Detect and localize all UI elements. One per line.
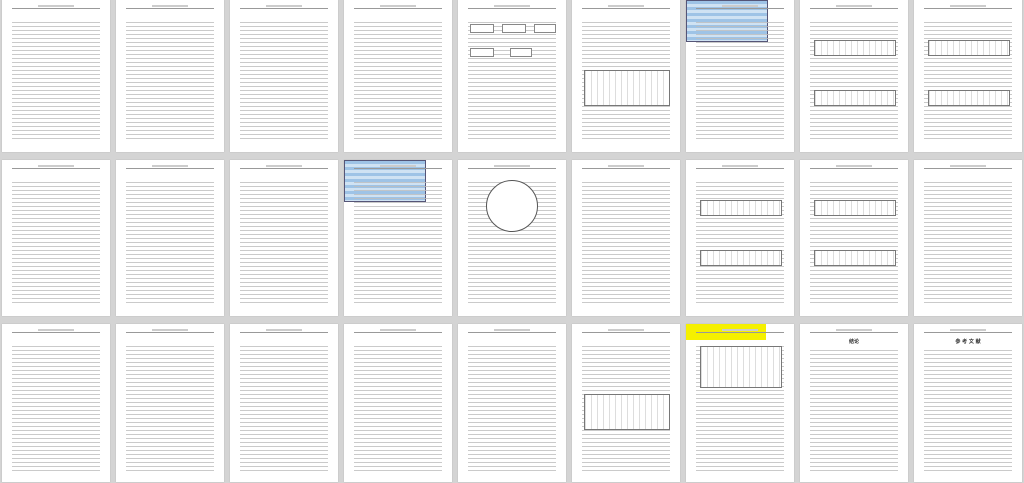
page-header-rule <box>468 329 556 333</box>
page-text-lines <box>126 346 214 472</box>
page-thumbnail[interactable] <box>800 0 908 152</box>
page-thumbnail[interactable] <box>686 324 794 482</box>
page-text-lines <box>354 182 442 306</box>
page-header-rule <box>924 5 1012 9</box>
diagram-figure <box>814 90 896 106</box>
page-header-rule <box>582 165 670 169</box>
flow-box <box>470 24 494 33</box>
page-text-lines <box>354 22 442 142</box>
page-thumbnail[interactable] <box>914 0 1022 152</box>
page-header-rule <box>240 165 328 169</box>
page-header-rule <box>810 165 898 169</box>
flow-box <box>534 24 556 33</box>
page-thumbnail[interactable]: 结论 <box>800 324 908 482</box>
page-text-lines <box>468 346 556 472</box>
page-header-rule <box>582 5 670 9</box>
diagram-figure <box>814 250 896 266</box>
page-thumbnail[interactable] <box>458 160 566 316</box>
page-header-rule <box>12 165 100 169</box>
page-thumbnail[interactable] <box>116 324 224 482</box>
page-thumbnail[interactable] <box>458 0 566 152</box>
page-thumbnail[interactable] <box>686 160 794 316</box>
page-title: 结论 <box>848 339 859 345</box>
page-title: 参 考 文 献 <box>955 339 981 345</box>
page-thumbnail[interactable] <box>686 0 794 152</box>
diagram-figure <box>928 90 1010 106</box>
page-thumbnail[interactable] <box>116 160 224 316</box>
page-header-rule <box>810 329 898 333</box>
page-header-rule <box>582 329 670 333</box>
page-header-rule <box>240 5 328 9</box>
page-text-lines <box>924 182 1012 306</box>
page-header-rule <box>126 329 214 333</box>
diagram-figure <box>700 200 782 216</box>
page-header-rule <box>924 165 1012 169</box>
page-text-lines <box>582 182 670 306</box>
page-thumbnail[interactable] <box>2 160 110 316</box>
page-header-rule <box>468 165 556 169</box>
page-thumbnail[interactable] <box>572 160 680 316</box>
circular-drawing <box>486 180 538 232</box>
flow-box <box>502 24 526 33</box>
table-figure <box>584 70 670 106</box>
page-text-lines <box>696 22 784 142</box>
page-header-rule <box>354 329 442 333</box>
page-header-rule <box>696 5 784 9</box>
page-header-rule <box>126 165 214 169</box>
page-text-lines <box>468 22 556 142</box>
page-thumbnail[interactable] <box>458 324 566 482</box>
page-thumbnail[interactable] <box>116 0 224 152</box>
page-text-lines <box>240 182 328 306</box>
page-text-lines <box>126 182 214 306</box>
page-thumbnail[interactable] <box>572 0 680 152</box>
page-text-lines <box>240 346 328 472</box>
page-text-lines <box>924 350 1012 472</box>
diagram-figure <box>814 40 896 56</box>
page-header-rule <box>354 5 442 9</box>
page-thumbnail[interactable]: 参 考 文 献 <box>914 324 1022 482</box>
page-text-lines <box>240 22 328 142</box>
page-header-rule <box>12 329 100 333</box>
page-text-lines <box>12 346 100 472</box>
page-thumbnail[interactable] <box>2 324 110 482</box>
page-header-rule <box>12 5 100 9</box>
page-thumbnail[interactable] <box>344 0 452 152</box>
page-thumbnail[interactable] <box>572 324 680 482</box>
page-header-rule <box>354 165 442 169</box>
page-thumbnail[interactable] <box>344 324 452 482</box>
page-thumbnail[interactable] <box>344 160 452 316</box>
page-thumbnail[interactable] <box>230 160 338 316</box>
flow-box <box>470 48 494 57</box>
page-text-lines <box>810 350 898 472</box>
page-thumbnail[interactable] <box>2 0 110 152</box>
page-header-rule <box>126 5 214 9</box>
page-text-lines <box>12 22 100 142</box>
page-header-rule <box>924 329 1012 333</box>
table-figure <box>584 394 670 430</box>
page-header-rule <box>810 5 898 9</box>
flow-box <box>510 48 532 57</box>
diagram-figure <box>700 250 782 266</box>
diagram-figure <box>814 200 896 216</box>
page-header-rule <box>468 5 556 9</box>
page-text-lines <box>354 346 442 472</box>
page-text-lines <box>126 22 214 142</box>
page-thumbnail[interactable] <box>230 0 338 152</box>
page-thumbnail[interactable] <box>800 160 908 316</box>
page-header-rule <box>696 329 784 333</box>
page-text-lines <box>12 182 100 306</box>
page-thumbnail[interactable] <box>914 160 1022 316</box>
diagram-figure <box>700 346 782 388</box>
page-header-rule <box>696 165 784 169</box>
page-header-rule <box>240 329 328 333</box>
page-thumbnail[interactable] <box>230 324 338 482</box>
diagram-figure <box>928 40 1010 56</box>
